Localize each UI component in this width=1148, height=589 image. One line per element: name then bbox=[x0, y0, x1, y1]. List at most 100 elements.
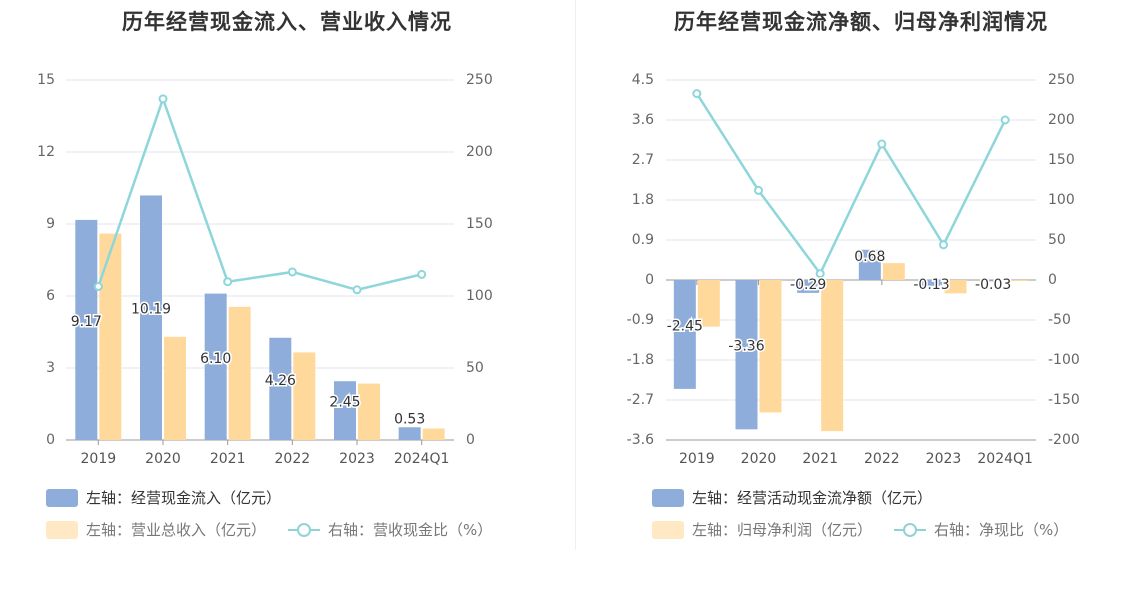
right-axis-tick-label: -150 bbox=[1048, 392, 1080, 408]
ratio-line-point bbox=[158, 94, 168, 104]
left-axis-tick-label: 12 bbox=[37, 144, 55, 160]
bar-value-label: -0.03 bbox=[975, 277, 1011, 293]
ratio-line bbox=[97, 95, 422, 292]
bar-value-label: 0.53 bbox=[394, 411, 425, 427]
bar-value-label: -0.13 bbox=[913, 277, 949, 293]
legend-label-revenue-cash-ratio[interactable]: 右轴：营收现金比（%） bbox=[328, 521, 493, 539]
right-chart-svg: -3.6 -2.7 -1.8 -0.9 0 0.9 1.8 2.7 3.6 4.5 -200 -150… bbox=[627, 72, 1080, 467]
legend-label-net-profit[interactable]: 左轴：归母净利润（亿元） bbox=[692, 521, 873, 539]
bar-value-label: 4.26 bbox=[265, 373, 296, 389]
left-axis-tick-label: 0 bbox=[46, 432, 55, 448]
left-axis-tick-label: 0.9 bbox=[632, 232, 654, 248]
bar-value-label: -0.29 bbox=[790, 277, 826, 293]
right-axis-tick-label: 0 bbox=[466, 432, 475, 448]
legend-label-revenue[interactable]: 左轴：营业总收入（亿元） bbox=[86, 521, 267, 539]
bar-secondary bbox=[164, 336, 186, 440]
bar-value-label: 6.10 bbox=[200, 351, 231, 367]
right-axis-tick-label: -200 bbox=[1048, 432, 1080, 448]
left-axis-tick-label: 9 bbox=[46, 216, 55, 232]
right-axis-tick-label: -50 bbox=[1048, 312, 1071, 328]
legend-swatch-blue[interactable] bbox=[46, 488, 78, 507]
x-axis-category-label: 2023 bbox=[339, 451, 375, 467]
left-axis-tick-label: -1.8 bbox=[627, 352, 654, 368]
bar-secondary bbox=[697, 280, 720, 327]
legend-label-cash-inflow[interactable]: 左轴：经营现金流入（亿元） bbox=[86, 489, 282, 507]
left-axis-tick-label: 1.8 bbox=[632, 192, 654, 208]
left-axis-tick-label: 0 bbox=[645, 272, 654, 288]
bar-secondary bbox=[358, 383, 380, 440]
left-chart-title: 历年经营现金流入、营业收入情况 bbox=[122, 10, 452, 34]
x-axis-category-label: 2021 bbox=[802, 451, 838, 467]
legend-line-marker-icon[interactable] bbox=[894, 521, 927, 539]
left-axis-tick-label: 3 bbox=[46, 360, 55, 376]
right-axis-tick-label: -100 bbox=[1048, 352, 1080, 368]
ratio-line-point bbox=[352, 285, 362, 295]
right-legend-row-2: 左轴：归母净利润（亿元） 右轴：净现比（%） bbox=[652, 519, 1068, 540]
bar-primary bbox=[204, 293, 227, 440]
legend-swatch-blue[interactable] bbox=[652, 488, 684, 507]
x-axis-category-label: 2024Q1 bbox=[394, 451, 450, 467]
right-axis-tick-label: 100 bbox=[466, 288, 493, 304]
x-axis-category-label: 2022 bbox=[864, 451, 900, 467]
x-axis-category-label: 2024Q1 bbox=[977, 451, 1033, 467]
ratio-line-point bbox=[754, 185, 763, 195]
bar-secondary bbox=[1006, 280, 1029, 281]
right-chart-title: 历年经营现金流净额、归母净利润情况 bbox=[674, 10, 1048, 34]
x-axis-category-label: 2020 bbox=[145, 451, 181, 467]
ratio-line-point bbox=[815, 269, 825, 279]
x-axis-category-label: 2019 bbox=[81, 451, 117, 467]
x-axis-category-label: 2023 bbox=[926, 451, 962, 467]
x-axis-category-label: 2020 bbox=[741, 451, 777, 467]
legend-swatch-orange[interactable] bbox=[652, 520, 684, 539]
legend-label-net-operating-cash[interactable]: 左轴：经营活动现金流净额（亿元） bbox=[692, 489, 933, 507]
legend-label-net-cash-ratio[interactable]: 右轴：净现比（%） bbox=[934, 521, 1069, 539]
left-axis-tick-label: 3.6 bbox=[632, 112, 654, 128]
x-axis-category-label: 2019 bbox=[679, 451, 715, 467]
right-axis-tick-label: 200 bbox=[1048, 112, 1075, 128]
bar-primary bbox=[398, 427, 421, 440]
bar-primary bbox=[735, 280, 758, 430]
ratio-line bbox=[695, 92, 1007, 277]
right-axis-tick-label: 250 bbox=[1048, 72, 1075, 88]
bar-value-label: 0.68 bbox=[854, 249, 885, 265]
left-axis-tick-label: 15 bbox=[37, 72, 55, 88]
ratio-line-point bbox=[223, 277, 233, 287]
panel-divider bbox=[575, 0, 576, 550]
left-axis-tick-label: 4.5 bbox=[632, 72, 654, 88]
bar-value-label: -2.45 bbox=[667, 318, 703, 334]
bar-secondary bbox=[882, 263, 905, 280]
bar-value-label: -3.36 bbox=[728, 339, 764, 355]
x-axis-category-label: 2022 bbox=[275, 451, 311, 467]
left-axis-tick-label: 6 bbox=[46, 288, 55, 304]
right-axis-tick-label: 0 bbox=[1048, 272, 1057, 288]
left-legend-row-1: 左轴：经营现金流入（亿元） bbox=[46, 487, 281, 508]
bar-secondary bbox=[759, 280, 782, 413]
right-axis-tick-label: 250 bbox=[466, 72, 493, 88]
left-chart-panel: 历年经营现金流入、营业收入情况 0 3 6 9 12 15 0 50 100 150 200 250 2… bbox=[37, 10, 493, 540]
right-axis-tick-label: 150 bbox=[466, 216, 493, 232]
bar-primary bbox=[269, 337, 292, 440]
left-legend-row-2: 左轴：营业总收入（亿元） 右轴：营收现金比（%） bbox=[46, 519, 492, 540]
bar-secondary bbox=[821, 280, 844, 432]
bar-secondary bbox=[99, 233, 122, 440]
left-axis-tick-label: 2.7 bbox=[632, 152, 654, 168]
bar-primary bbox=[858, 249, 881, 280]
legend-line-marker-icon[interactable] bbox=[288, 521, 321, 539]
right-legend-row-1: 左轴：经营活动现金流净额（亿元） bbox=[652, 487, 932, 508]
bar-secondary bbox=[293, 352, 316, 440]
bar-primary bbox=[140, 195, 162, 440]
legend-swatch-orange[interactable] bbox=[46, 520, 78, 539]
bar-primary bbox=[334, 381, 356, 440]
right-axis-tick-label: 150 bbox=[1048, 152, 1075, 168]
left-axis-tick-label: -0.9 bbox=[627, 312, 654, 328]
right-axis-tick-label: 50 bbox=[466, 360, 484, 376]
right-chart-panel: 历年经营现金流净额、归母净利润情况 -3.6 -2.7 -1.8 -0.9 0 0.9 1.… bbox=[574, 0, 1148, 589]
ratio-line-point bbox=[93, 281, 103, 291]
ratio-line-point bbox=[417, 269, 427, 279]
bar-value-label: 2.45 bbox=[329, 395, 360, 411]
bar-primary bbox=[75, 219, 98, 440]
right-axis-tick-label: 50 bbox=[1048, 232, 1066, 248]
ratio-line-point bbox=[287, 267, 297, 277]
bar-primary bbox=[673, 280, 696, 389]
